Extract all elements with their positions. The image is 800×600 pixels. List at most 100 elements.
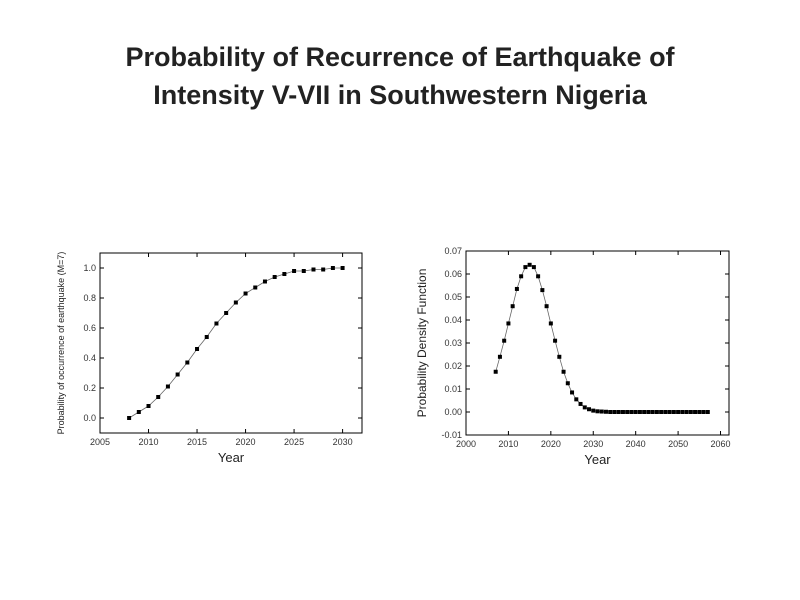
data-point <box>625 410 630 414</box>
data-point <box>195 347 200 351</box>
recurrence-probability-chart: 2005 2010 2015 2020 2025 2030 0.0 0.2 0.4 0.6 0.8 1… <box>56 252 363 465</box>
y-tick-label: 0.8 <box>83 293 96 303</box>
data-point <box>233 300 238 305</box>
series-line <box>495 264 708 413</box>
x-tick-label: 2000 <box>456 439 476 449</box>
y-axis-label: Probability Density Function <box>415 269 429 418</box>
data-point <box>671 410 676 414</box>
data-point <box>165 384 170 389</box>
data-point <box>292 269 297 273</box>
data-point <box>612 410 617 414</box>
data-point <box>697 410 702 414</box>
data-point <box>684 410 689 414</box>
y-tick-label: 0.2 <box>83 383 96 393</box>
data-point <box>156 395 161 399</box>
data-point <box>531 265 536 270</box>
x-tick-label: 2030 <box>333 437 353 447</box>
data-point <box>553 338 558 343</box>
data-point <box>224 311 229 315</box>
data-point <box>633 410 638 414</box>
data-point <box>570 390 575 395</box>
data-point <box>620 410 625 414</box>
x-tick-label: 2015 <box>187 437 207 447</box>
data-point <box>136 410 141 414</box>
data-point <box>561 369 566 374</box>
y-tick-label: 0.06 <box>444 269 462 279</box>
x-tick-label: 2010 <box>498 439 518 449</box>
data-point <box>204 335 209 339</box>
data-point <box>667 410 672 414</box>
data-point <box>608 410 613 414</box>
data-point <box>582 405 587 410</box>
data-point <box>637 410 642 414</box>
data-point <box>330 266 335 270</box>
y-tick-label: 0.4 <box>83 353 96 363</box>
x-tick-label: 2060 <box>711 439 731 449</box>
data-point <box>262 279 267 284</box>
title-line-1: Probability of Recurrence of Earthquake … <box>125 42 675 72</box>
y-tick-label: 1.0 <box>83 263 96 273</box>
y-tick-label: 0.6 <box>83 323 96 333</box>
data-point <box>282 272 287 276</box>
y-axis-label: Probability of occurrence of earthquake … <box>56 252 66 435</box>
y-tick-label: 0.0 <box>83 413 96 423</box>
plot-frame <box>99 252 363 434</box>
data-point <box>497 354 502 359</box>
data-point <box>536 274 541 279</box>
data-point <box>127 416 132 420</box>
data-point <box>523 265 528 270</box>
x-tick-label: 2050 <box>668 439 688 449</box>
data-point <box>663 410 668 414</box>
data-point <box>603 409 608 414</box>
data-point <box>701 410 706 414</box>
data-point <box>506 321 511 326</box>
x-tick-label: 2010 <box>139 437 159 447</box>
data-point <box>510 304 515 309</box>
y-tick-label: 0.00 <box>444 407 462 417</box>
data-point <box>321 267 326 272</box>
data-point <box>514 286 519 291</box>
x-tick-label: 2040 <box>626 439 646 449</box>
data-point <box>595 409 600 414</box>
data-point <box>578 401 583 406</box>
data-point <box>616 410 621 414</box>
data-point <box>574 397 579 402</box>
x-tick-label: 2020 <box>541 439 561 449</box>
y-tick-label: 0.05 <box>444 292 462 302</box>
x-tick-label: 2025 <box>284 437 304 447</box>
data-point <box>243 291 248 296</box>
plot-frame <box>465 250 730 436</box>
data-point <box>253 285 258 290</box>
y-tick-label: 0.04 <box>444 315 462 325</box>
x-tick-label: 2005 <box>90 437 110 447</box>
data-point <box>175 372 180 377</box>
data-point <box>146 404 151 408</box>
data-point <box>688 410 693 414</box>
data-point <box>540 288 545 293</box>
data-point <box>502 338 507 343</box>
data-point <box>311 267 316 272</box>
y-tick-label: 0.07 <box>444 246 462 256</box>
data-point <box>591 408 596 413</box>
data-point <box>544 304 549 309</box>
x-tick-label: 2030 <box>583 439 603 449</box>
data-point <box>629 410 634 414</box>
y-tick-label: 0.03 <box>444 338 462 348</box>
data-point <box>340 266 345 270</box>
x-axis-label: Year <box>584 452 611 467</box>
data-point <box>659 410 664 414</box>
data-point <box>646 410 651 414</box>
data-point <box>185 360 190 365</box>
title-line-2: Intensity V-VII in Southwestern Nigeria <box>153 80 647 110</box>
data-point <box>676 410 681 414</box>
probability-density-chart: 2000 2010 2020 2030 2040 2050 2060 -0.01 0.00 0.0… <box>415 246 731 467</box>
data-point <box>642 410 647 414</box>
data-point <box>548 321 553 326</box>
data-point <box>587 407 592 412</box>
data-point <box>519 274 524 279</box>
data-point <box>654 410 659 414</box>
data-point <box>565 381 570 386</box>
data-point <box>693 410 698 414</box>
data-point <box>493 369 498 374</box>
data-point <box>301 269 306 273</box>
